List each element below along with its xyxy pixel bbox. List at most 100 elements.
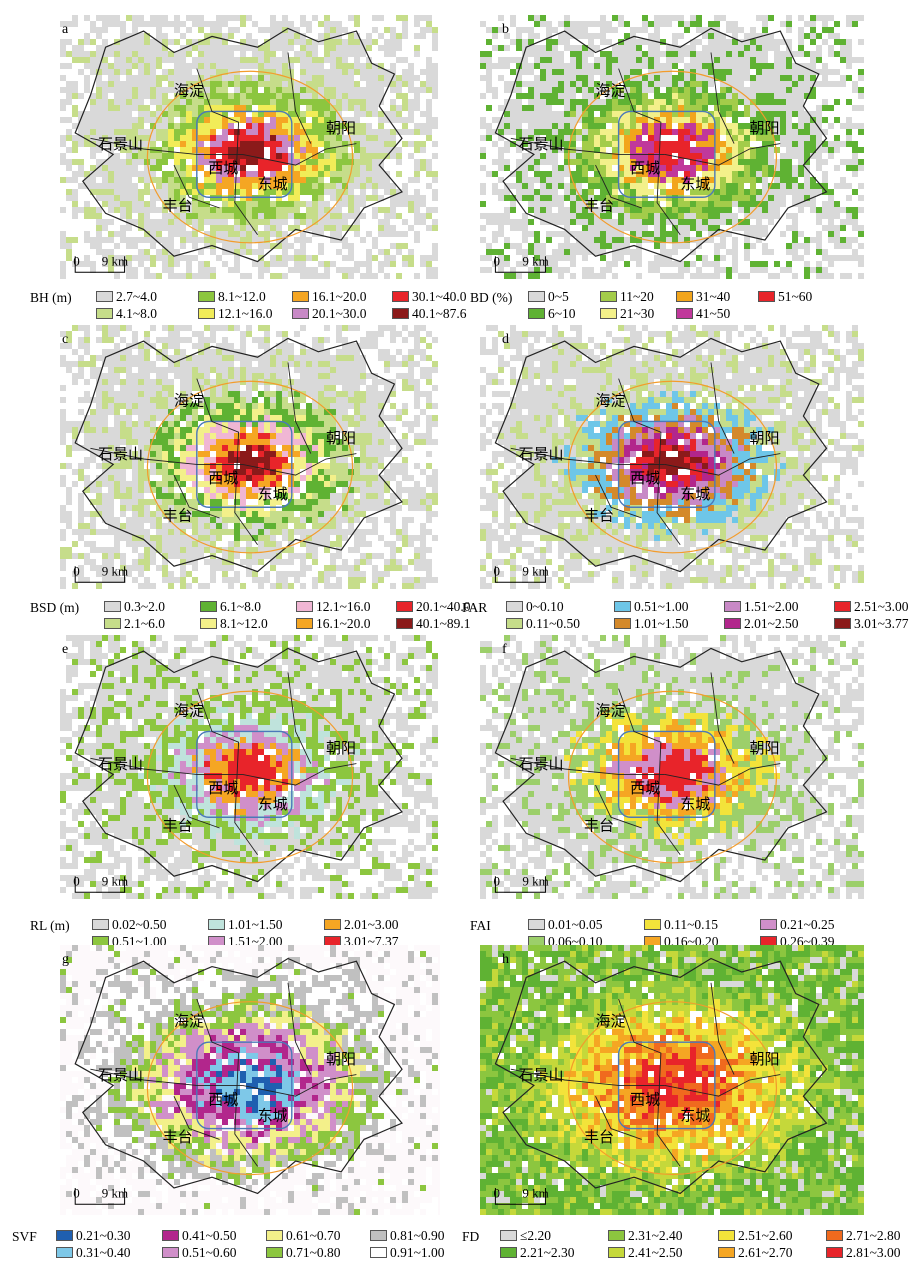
legend-item: 0.01~0.05: [528, 918, 603, 932]
district-line: [618, 998, 681, 1167]
legend-swatch: [104, 618, 121, 629]
district-line: [710, 52, 735, 144]
scale-bar-distance: 9 km: [522, 874, 548, 889]
scale-bar-zero: 0: [73, 874, 80, 889]
legend-item: 2.41~2.50: [608, 1246, 683, 1260]
legend-swatch: [104, 601, 121, 612]
panel-letter: h: [502, 952, 509, 967]
district-label-shijingshan: 石景山: [519, 756, 564, 773]
legend-item: 0.02~0.50: [92, 918, 167, 932]
legend-item: 31~40: [676, 290, 730, 304]
panel-letter: b: [502, 22, 509, 37]
district-line: [664, 143, 781, 166]
legend-swatch: [644, 919, 661, 930]
district-line: [196, 378, 258, 546]
legend-item: 21~30: [600, 307, 654, 321]
district-label-xicheng: 西城: [208, 470, 238, 487]
legend-swatch: [96, 308, 113, 319]
legend-swatch: [162, 1247, 179, 1258]
district-boundary: [494, 337, 828, 573]
legend-item: 0.11~0.15: [644, 918, 718, 932]
legend-swatch: [834, 618, 851, 629]
legend-label: 0.02~0.50: [112, 917, 167, 932]
scale-bar-distance: 9 km: [102, 254, 128, 269]
scale-bar: 0 9 km: [73, 254, 128, 273]
legend-swatch: [96, 291, 113, 302]
district-line: [196, 688, 258, 856]
district-line: [664, 453, 781, 476]
legend-label: 0.51~0.60: [182, 1245, 237, 1260]
legend-label: 0.11~0.50: [526, 616, 581, 631]
legend-swatch: [296, 601, 313, 612]
legend-swatch: [614, 601, 631, 612]
legend-item: 16.1~20.0: [292, 290, 367, 304]
fifth-ring-road: [567, 380, 778, 554]
district-label-xicheng: 西城: [630, 780, 660, 797]
legend-label: 0.01~0.05: [548, 917, 603, 932]
fifth-ring-road: [567, 70, 778, 244]
legend-item: 0.51~1.00: [614, 600, 689, 614]
legend-label: 16.1~20.0: [312, 289, 367, 304]
scale-bar-zero: 0: [493, 254, 500, 269]
district-label-dongcheng: 东城: [258, 796, 288, 813]
legend-swatch: [528, 919, 545, 930]
legend-item: 2.71~2.80: [826, 1229, 901, 1243]
legend-label: 2.21~2.30: [520, 1245, 575, 1260]
district-label-shijingshan: 石景山: [519, 446, 564, 463]
panel-letter: a: [62, 22, 69, 37]
scale-bar-distance: 9 km: [522, 254, 548, 269]
legend-item: 2.01~2.50: [724, 617, 799, 631]
legend-swatch: [266, 1247, 283, 1258]
legend-label: 40.1~89.1: [416, 616, 471, 631]
district-line: [242, 763, 357, 786]
legend-label: 6.1~8.0: [220, 599, 262, 614]
legend-label: 0.11~0.15: [664, 917, 719, 932]
legend-label: 0~5: [548, 289, 569, 304]
legend-item: 8.1~12.0: [198, 290, 266, 304]
legend-swatch: [396, 618, 413, 629]
district-line: [173, 164, 220, 209]
fifth-ring-road: [146, 380, 354, 554]
district-line: [510, 137, 665, 155]
district-label-dongcheng: 东城: [258, 1108, 288, 1125]
district-label-fengtai: 丰台: [163, 198, 193, 215]
district-line: [173, 784, 220, 829]
district-label-chaoyang: 朝阳: [326, 120, 356, 137]
legend-label: 4.1~8.0: [116, 306, 158, 321]
legend-swatch: [266, 1230, 283, 1241]
legend-item: 40.1~89.1: [396, 617, 471, 631]
district-line: [710, 982, 735, 1075]
legend-swatch: [826, 1247, 843, 1258]
legend-label: 0.41~0.50: [182, 1228, 237, 1243]
raster-cells: [60, 15, 438, 279]
legend-label: 2.01~3.00: [344, 917, 399, 932]
legend-item: 0.91~1.00: [370, 1246, 445, 1260]
legend-item: 2.21~2.30: [500, 1246, 575, 1260]
scale-bar: 0 9 km: [73, 564, 128, 583]
legend-item: 0.21~0.30: [56, 1229, 131, 1243]
legend-label: 51~60: [778, 289, 813, 304]
district-boundary: [74, 27, 403, 263]
fifth-ring-road: [567, 690, 778, 864]
district-line: [287, 982, 312, 1075]
district-label-fengtai: 丰台: [584, 1129, 614, 1146]
district-label-xicheng: 西城: [208, 160, 238, 177]
district-label-chaoyang: 朝阳: [750, 740, 780, 757]
district-boundary: [74, 957, 403, 1195]
legend-swatch: [826, 1230, 843, 1241]
legend-label: 12.1~16.0: [316, 599, 371, 614]
district-label-chaoyang: 朝阳: [326, 1051, 356, 1068]
district-line: [242, 143, 357, 166]
scale-bar-distance: 9 km: [522, 1185, 548, 1200]
legend-swatch: [608, 1230, 625, 1241]
district-label-haidian: 海淀: [596, 702, 626, 719]
legend-item: 2.1~6.0: [104, 617, 165, 631]
district-boundary: [494, 957, 828, 1195]
district-label-shijingshan: 石景山: [98, 756, 143, 773]
scale-bar-zero: 0: [493, 874, 500, 889]
legend-title: FAI: [470, 918, 491, 933]
district-label-haidian: 海淀: [174, 1013, 204, 1030]
